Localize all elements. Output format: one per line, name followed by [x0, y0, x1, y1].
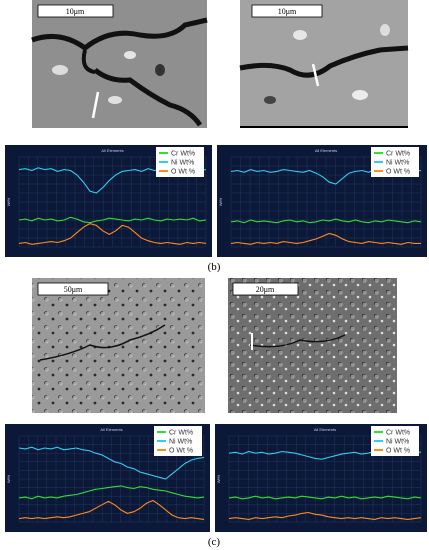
legend-label: Ni Wt% [386, 439, 409, 446]
data-line [18, 216, 207, 224]
chart-title: All Elements [100, 427, 122, 432]
sem-image: 20μm [228, 278, 397, 413]
chart-title: All Elements [314, 427, 336, 432]
legend-label: O Wt % [386, 448, 410, 455]
data-line [18, 223, 207, 245]
chart: All Elements Wt% Cr Wt% Ni Wt% O Wt % [217, 145, 427, 257]
data-line [230, 232, 421, 245]
legend-label: O Wt % [171, 169, 195, 176]
chart: All Elements Wt% Cr Wt% Ni Wt% O Wt % [5, 145, 212, 257]
legend-label: Cr Wt% [169, 430, 193, 437]
data-line [18, 485, 205, 500]
data-line [228, 511, 422, 520]
legend-label: Cr Wt% [386, 430, 410, 437]
data-line [18, 499, 205, 520]
y-axis-label: Wt% [6, 197, 11, 206]
y-axis-label: Wt% [218, 197, 223, 206]
chart: All Elements Wt% Cr Wt% Ni Wt% O Wt % [215, 424, 427, 532]
sem-image: 50μm [32, 278, 205, 413]
legend-label: O Wt % [386, 169, 410, 176]
data-line [228, 495, 422, 500]
sem-image: 10μm [31, 0, 208, 128]
legend-label: Cr Wt% [171, 151, 195, 158]
y-axis-label: Wt% [216, 474, 221, 483]
sem-image: 10μm [239, 0, 409, 128]
legend-label: Cr Wt% [386, 151, 410, 158]
legend-label: Ni Wt% [169, 439, 192, 446]
legend-label: Ni Wt% [386, 160, 409, 167]
scale-bar-label: 20μm [256, 285, 275, 294]
panel-label: (b) [208, 261, 221, 273]
legend-label: O Wt % [169, 448, 193, 455]
y-axis-label: Wt% [6, 474, 11, 483]
chart-title: All Elements [315, 148, 337, 153]
legend-label: Ni Wt% [171, 160, 194, 167]
chart: All Elements Wt% Cr Wt% Ni Wt% O Wt % [5, 424, 210, 532]
panel-label: (c) [208, 536, 221, 548]
chart-title: All Elements [101, 148, 123, 153]
data-line [230, 218, 422, 224]
scale-bar-label: 10μm [66, 7, 85, 16]
scale-bar-label: 10μm [278, 7, 297, 16]
scale-bar-label: 50μm [64, 285, 83, 294]
data-line [18, 446, 205, 480]
